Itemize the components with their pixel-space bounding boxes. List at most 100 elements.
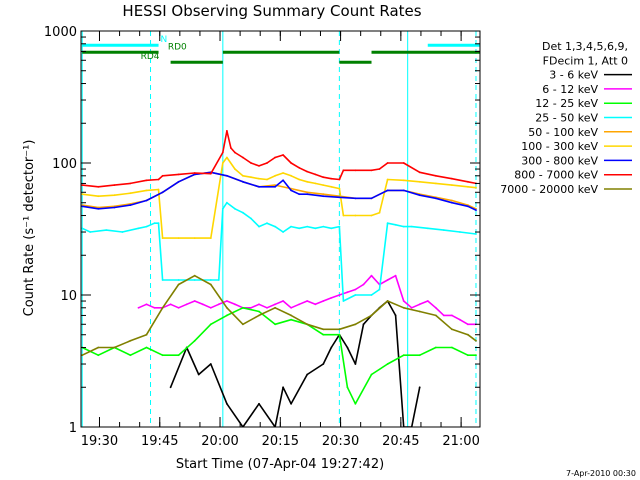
series-3-point-40: [475, 233, 477, 235]
series-1-point-29: [370, 274, 373, 277]
series-6-point-20: [370, 197, 373, 200]
series-2-point-18: [354, 402, 357, 405]
series-3-point-12: [217, 279, 220, 281]
series-1-point-18: [282, 300, 284, 302]
series-6-point-18: [338, 196, 341, 199]
series-1-point-20: [298, 303, 301, 306]
series-2-point-8: [209, 323, 212, 326]
series-3-point-34: [394, 223, 397, 226]
series-3-point-4: [137, 227, 140, 230]
legend-label-2: 12 - 25 keV: [535, 97, 598, 110]
series-5-point-3: [129, 192, 132, 195]
series-8-point-24: [467, 333, 469, 336]
series-6-point-22: [402, 189, 405, 192]
series-1-point-40: [459, 318, 461, 321]
series-5-point-14: [250, 176, 252, 179]
series-1-point-33: [402, 300, 405, 302]
series-7-point-12: [230, 147, 232, 149]
series-6-point-4: [145, 199, 148, 202]
series-1-point-11: [226, 300, 228, 302]
series-8-point-0: [81, 354, 84, 357]
series-1-point-28: [362, 283, 365, 286]
series-1-point-10: [217, 303, 220, 306]
series-line-3: [81, 201, 477, 302]
series-3-point-23: [298, 227, 301, 230]
series-6-point-7: [193, 173, 196, 176]
series-1-point-21: [306, 300, 309, 302]
series-0-point-6: [258, 402, 260, 405]
series-5-point-24: [330, 185, 333, 188]
series-1-point-2: [153, 306, 156, 309]
series-0-point-15: [354, 363, 357, 365]
series-line-8: [81, 274, 477, 356]
series-1-point-41: [467, 323, 469, 326]
legend-header-1: FDecim 1, Att 0: [543, 54, 628, 67]
series-7-point-5: [157, 178, 160, 181]
series-6-point-5: [161, 191, 164, 194]
series-0-point-16: [362, 323, 365, 326]
series-7-point-11: [226, 130, 228, 132]
series-5-point-20: [298, 178, 301, 181]
series-7-point-22: [306, 170, 309, 173]
series-8-point-17: [354, 323, 357, 326]
legend-label-6: 300 - 800 keV: [521, 154, 598, 167]
series-5-point-8: [193, 237, 196, 240]
series-5-point-5: [157, 188, 160, 191]
series-2-point-9: [226, 314, 228, 317]
series-2-point-13: [290, 318, 292, 321]
series-3-point-13: [221, 207, 224, 210]
y-tick-label-2: 100: [52, 157, 77, 172]
series-3-point-14: [226, 201, 228, 204]
series-5-point-19: [290, 174, 292, 177]
annotation-label-2: RD4: [141, 52, 160, 62]
series-8-point-15: [322, 328, 325, 331]
series-4-point-15: [322, 193, 325, 196]
series-5-point-25: [338, 187, 341, 190]
series-1-point-14: [250, 306, 252, 309]
plot-clip-group: [81, 31, 480, 427]
series-1-point-4: [169, 303, 172, 306]
series-3-point-18: [258, 225, 260, 228]
x-tick-label-3: 20:15: [262, 434, 299, 449]
series-2-point-20: [386, 363, 389, 365]
series-6-point-17: [322, 195, 325, 198]
series-5-point-35: [467, 185, 469, 188]
series-5-point-16: [266, 178, 268, 181]
legend-header-0: Det 1,3,4,5,6,9,: [542, 40, 628, 53]
series-5-point-17: [274, 174, 276, 177]
series-3-point-36: [410, 225, 413, 228]
series-3-point-11: [209, 279, 212, 281]
series-3-point-15: [234, 207, 236, 210]
series-6-point-26: [467, 205, 469, 208]
series-5-point-11: [226, 156, 228, 159]
series-5-point-7: [177, 237, 180, 240]
series-6-point-1: [97, 207, 100, 210]
series-3-point-20: [274, 225, 276, 228]
plot-frame: [80, 30, 481, 428]
series-1-point-0: [137, 306, 140, 309]
series-8-point-10: [242, 323, 244, 326]
series-0-point-0: [169, 386, 172, 389]
series-7-point-6: [161, 174, 164, 177]
series-7-point-32: [402, 162, 405, 164]
series-7-point-26: [338, 178, 341, 181]
series-3-point-22: [290, 225, 292, 228]
series-7-point-29: [370, 169, 373, 172]
x-tick-label-1: 19:45: [141, 434, 178, 449]
series-8-point-2: [113, 346, 116, 349]
series-line-5: [82, 156, 477, 239]
series-8-point-4: [145, 333, 148, 336]
series-3-point-17: [250, 217, 252, 220]
series-7-point-33: [418, 171, 421, 174]
series-7-point-18: [274, 156, 276, 159]
series-6-point-13: [282, 179, 284, 182]
series-3-point-25: [314, 227, 317, 230]
series-1-point-27: [354, 288, 357, 291]
series-2-point-24: [451, 346, 453, 349]
legend-label-7: 800 - 7000 keV: [514, 169, 598, 182]
series-2-point-25: [467, 354, 469, 357]
series-0-point-12: [330, 346, 333, 349]
series-2-point-6: [177, 354, 180, 357]
series-4-point-23: [451, 199, 453, 202]
